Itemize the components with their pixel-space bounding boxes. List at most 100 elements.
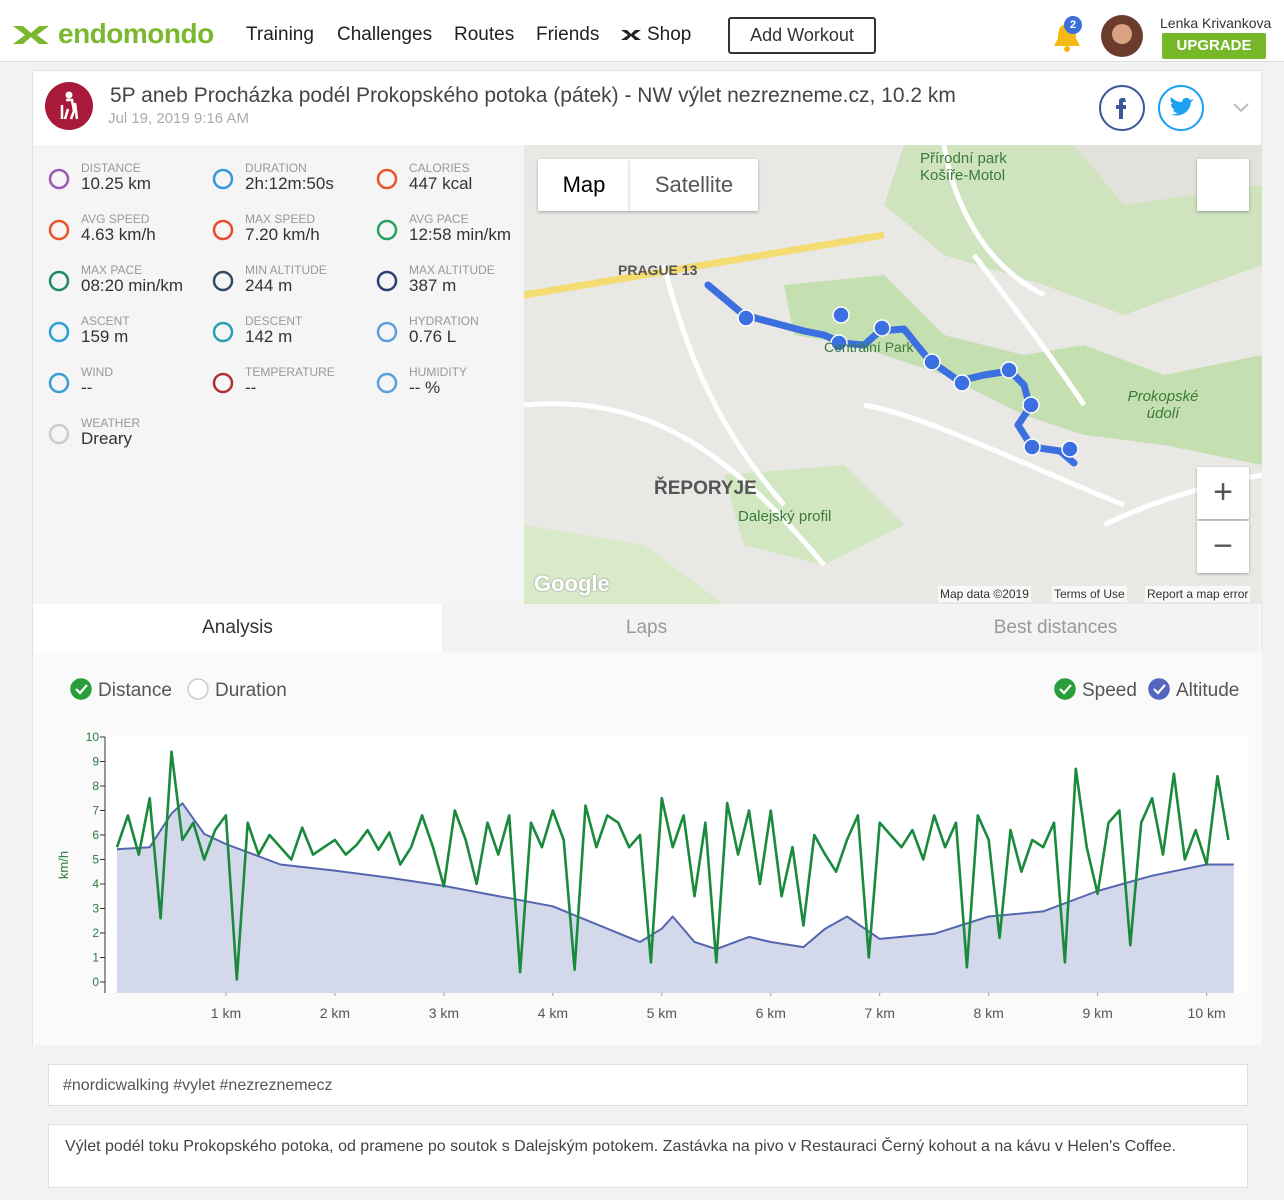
y-tick-label: 1 [92, 950, 99, 964]
stat-value: 7.20 km/h [245, 225, 320, 244]
stat-icon [48, 270, 70, 292]
stat-value: 447 kcal [409, 174, 473, 193]
x-tick-label: 10 km [1188, 1005, 1226, 1021]
logo-icon [13, 26, 49, 44]
stat-icon [48, 423, 70, 445]
map-label: Prokopské údolí [1127, 388, 1199, 422]
nav-link[interactable]: Routes [454, 24, 515, 45]
y-tick-label: 5 [92, 852, 99, 866]
zoom-button[interactable]: − [1197, 521, 1249, 573]
y-tick-label: 4 [92, 877, 99, 891]
stat-value: 08:20 min/km [81, 276, 184, 295]
stat-label: CALORIES [409, 161, 470, 175]
fullscreen-button[interactable] [1197, 159, 1249, 211]
user-name[interactable]: Lenka Krivankova [1160, 15, 1272, 31]
tabs: Analysis Laps Best distances [33, 604, 1262, 652]
workout-date: Jul 19, 2019 9:16 AM [108, 110, 249, 127]
map[interactable]: Map Satellite PRAGUE 13 ŘEPORYJE Dalejský pr… [524, 145, 1262, 604]
y-tick-label: 9 [92, 754, 99, 768]
y-tick-label: 6 [92, 828, 99, 842]
y-tick-label: 7 [92, 803, 99, 817]
map-footer-link[interactable]: Terms of Use [1052, 586, 1127, 602]
google-logo: Google [534, 571, 610, 596]
workout-title: 5P aneb Procházka podél Prokopského poto… [110, 84, 956, 107]
stat-icon [376, 219, 398, 241]
toggle-checkbox[interactable] [187, 678, 209, 700]
stat-icon [212, 270, 234, 292]
stat-icon-shape [48, 270, 70, 292]
chart: Distance Duration Speed Altitude 0 1 2 3 4 5 6 7 8 9 1… [56, 678, 1248, 1021]
x-tick-label: 7 km [865, 1005, 895, 1021]
map-label: Dalejský profil [738, 508, 832, 525]
stat-icon-shape [376, 270, 398, 292]
tab[interactable]: Laps [442, 604, 851, 652]
stat-icon-shape [212, 270, 234, 292]
toggle-label: Speed [1082, 680, 1137, 701]
toggle-checkbox[interactable] [70, 678, 92, 700]
nav-link[interactable]: Friends [536, 24, 600, 45]
stat-value: 387 m [409, 276, 457, 295]
stat-value: -- [245, 378, 257, 397]
header: endomondo Training Challenges Routes Fri… [0, 0, 1284, 62]
stat-icon-shape [48, 372, 70, 394]
stat-icon [376, 321, 398, 343]
tags: #nordicwalking #vylet #nezreznemecz [48, 1064, 1248, 1106]
y-tick-label: 0 [92, 975, 99, 989]
altitude-area [116, 803, 1234, 993]
map-footer-link[interactable]: Report a map error [1145, 586, 1251, 602]
stat-value: 159 m [81, 327, 129, 346]
toggle-check [1153, 684, 1166, 695]
toggle-label: Altitude [1176, 680, 1239, 701]
x-tick-label: 6 km [756, 1005, 786, 1021]
description: Výlet podél toku Prokopského potoka, od … [48, 1124, 1248, 1188]
nav-link[interactable]: Challenges [337, 24, 433, 45]
route-marker [923, 353, 941, 371]
x-tick-label: 5 km [647, 1005, 677, 1021]
map-label: Přírodní park Košíře-Motol [920, 150, 1007, 184]
logo[interactable]: endomondo [58, 18, 214, 49]
stat-label: MIN ALTITUDE [245, 263, 327, 277]
stat-value: -- % [409, 378, 441, 397]
avatar[interactable] [1100, 14, 1144, 58]
nav-link[interactable]: Training [246, 24, 314, 45]
y-tick-label: 8 [92, 779, 99, 793]
x-tick-label: 1 km [211, 1005, 241, 1021]
upgrade-button[interactable]: UPGRADE [1162, 33, 1266, 59]
route-marker [830, 334, 848, 352]
stat-icon [212, 372, 234, 394]
add-workout-button[interactable]: Add Workout [728, 17, 876, 54]
toggle-checkbox[interactable] [1054, 678, 1076, 700]
toggle-label: Duration [215, 680, 287, 701]
stat-label: AVG PACE [409, 212, 469, 226]
toggle-checkbox[interactable] [1148, 678, 1170, 700]
stat-value: Dreary [81, 429, 133, 448]
route-marker [1061, 440, 1079, 458]
map-type-button[interactable]: Map [538, 159, 630, 211]
route-marker [873, 319, 891, 337]
stat-label: HYDRATION [409, 314, 479, 328]
expand-toggle[interactable] [1233, 103, 1249, 113]
y-tick-label: 2 [92, 926, 99, 940]
tab[interactable]: Best distances [851, 604, 1260, 652]
zoom-button[interactable]: + [1197, 467, 1249, 519]
toggle-check [1059, 684, 1072, 695]
x-tick-label: 4 km [538, 1005, 568, 1021]
stat-icon [48, 321, 70, 343]
toggle-check [75, 684, 88, 695]
map-footer-link: Map data ©2019 [938, 586, 1031, 602]
stat-icon [48, 372, 70, 394]
stat-label: ASCENT [81, 314, 130, 328]
stat-label: WIND [81, 365, 113, 379]
nav-link[interactable]: Shop [647, 24, 692, 45]
stat-label: HUMIDITY [409, 365, 467, 379]
map-label: PRAGUE 13 [618, 262, 698, 278]
tab[interactable]: Analysis [33, 604, 442, 652]
stat-value: 244 m [245, 276, 293, 295]
stat-value: 0.76 L [409, 327, 457, 346]
route-marker [832, 306, 850, 324]
stat-icon [48, 219, 70, 241]
stat-icon-shape [376, 168, 398, 190]
map-type-button[interactable]: Satellite [630, 159, 758, 211]
stat-label: WEATHER [81, 416, 141, 430]
